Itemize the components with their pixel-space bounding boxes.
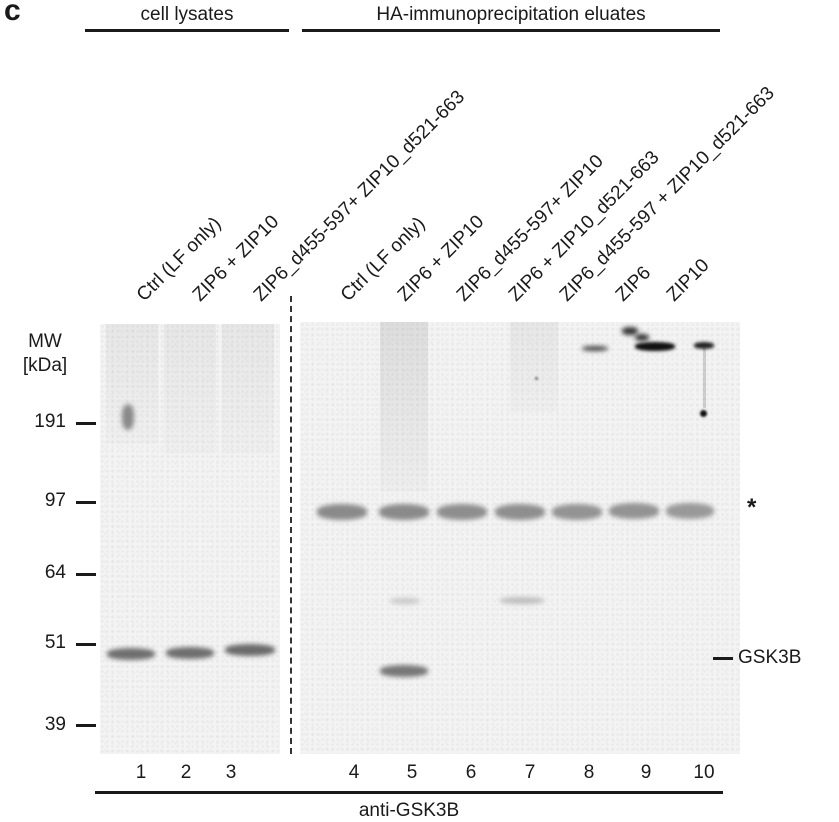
spot-lane-7 — [535, 377, 538, 380]
band-faint-lane-7 — [500, 597, 544, 604]
lane-number-9: 9 — [640, 762, 652, 783]
band-top-lane-10 — [694, 342, 714, 349]
band-nonspecific-lane-5 — [379, 504, 429, 520]
lane-smear-5 — [380, 322, 428, 492]
group-title-cell-lysates: cell lysates — [140, 4, 234, 25]
group-line-ha-ip-eluates — [302, 29, 720, 32]
gel-texture — [300, 322, 740, 754]
lane-number-4: 4 — [348, 762, 360, 783]
mw-marker-191: 191 — [34, 411, 66, 432]
lane-number-5: 5 — [406, 762, 418, 783]
band-gsk3b-lane-5 — [380, 665, 428, 677]
band-top-lane-9-strong — [635, 342, 675, 351]
gel-cell-lysates — [100, 324, 280, 754]
group-title-ha-ip-eluates: HA-immunoprecipitation eluates — [376, 4, 646, 25]
band-top-lane-9b — [635, 334, 649, 341]
band-gsk3b-lane-1 — [107, 648, 155, 660]
mw-marker-97: 97 — [44, 490, 66, 511]
lane-separator-dashed — [290, 296, 292, 754]
gsk3b-label: GSK3B — [738, 647, 802, 668]
mw-marker-64: 64 — [44, 562, 66, 583]
antibody-line — [95, 791, 723, 794]
mw-tick-39 — [76, 724, 96, 727]
lane-smear-7 — [510, 322, 558, 412]
band-top-lane-8 — [582, 346, 608, 351]
lane-number-3: 3 — [225, 762, 237, 783]
band-nonspecific-lane-8 — [552, 504, 602, 520]
band-gsk3b-lane-3 — [225, 644, 275, 656]
lane-smear-3 — [222, 324, 274, 454]
mw-marker-39: 39 — [44, 714, 66, 735]
band-nonspecific-lane-6 — [437, 504, 487, 520]
mw-tick-51 — [76, 643, 96, 646]
spot-lane-10 — [700, 410, 707, 417]
band-nonspecific-lane-9 — [609, 503, 659, 519]
gsk3b-marker-tick — [713, 657, 733, 660]
gel-ha-ip-eluates — [300, 322, 740, 754]
mw-axis-title: MW [kDa] — [20, 330, 70, 378]
mw-axis-title-line1: MW — [28, 331, 62, 352]
lane-label-9: ZIP6 — [611, 262, 656, 306]
lane-number-2: 2 — [180, 762, 192, 783]
band-nonspecific-lane-4 — [317, 504, 367, 520]
streak-lane-10 — [703, 348, 706, 408]
gel-texture — [100, 324, 280, 754]
mw-tick-97 — [76, 501, 96, 504]
lane-number-1: 1 — [135, 762, 147, 783]
band-gsk3b-lane-2 — [166, 647, 214, 659]
group-line-cell-lysates — [85, 29, 289, 32]
lane-label-10: ZIP10 — [662, 255, 714, 306]
panel-letter: c — [4, 0, 21, 27]
band-faint-lane-5 — [390, 598, 420, 604]
mw-marker-51: 51 — [44, 632, 66, 653]
band-nonspecific-lane-10 — [666, 503, 714, 519]
lane-number-8: 8 — [583, 762, 595, 783]
artifact-spot — [122, 404, 134, 430]
nonspecific-band-asterisk: * — [747, 494, 757, 521]
antibody-label: anti-GSK3B — [358, 800, 460, 821]
lane-number-7: 7 — [524, 762, 536, 783]
lane-number-6: 6 — [465, 762, 477, 783]
lane-number-10: 10 — [693, 762, 715, 783]
lane-label-8: ZIP6_d455-597 + ZIP10_d521-663 — [555, 82, 779, 306]
mw-tick-191 — [76, 422, 96, 425]
mw-tick-64 — [76, 573, 96, 576]
lane-smear-2 — [164, 324, 216, 454]
band-nonspecific-lane-7 — [495, 504, 545, 520]
band-top-lane-9a — [622, 327, 638, 335]
mw-axis-title-line2: [kDa] — [22, 355, 68, 376]
